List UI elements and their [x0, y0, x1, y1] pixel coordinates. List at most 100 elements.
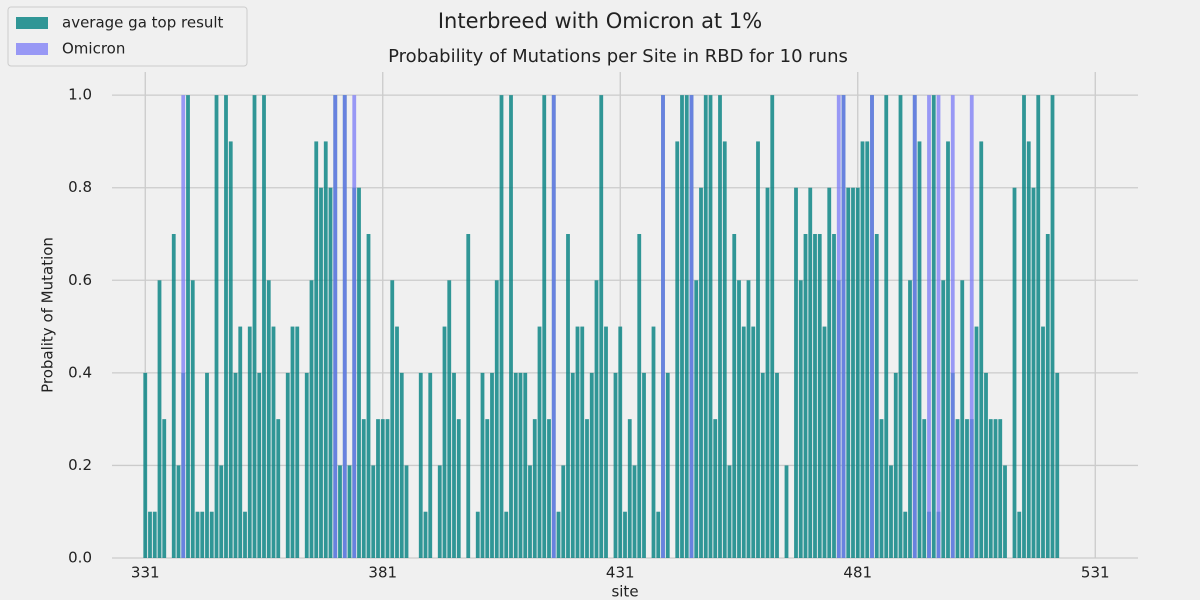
bar — [152, 511, 157, 558]
x-tick-label: 431 — [606, 564, 635, 582]
bar — [181, 95, 186, 559]
bar — [570, 372, 575, 558]
bar — [1055, 372, 1060, 558]
bar — [623, 511, 627, 558]
bar — [513, 372, 518, 558]
bar — [219, 465, 224, 558]
bar — [979, 141, 984, 558]
bar — [988, 419, 993, 558]
bar — [618, 326, 623, 558]
bar — [1017, 511, 1022, 558]
bar — [1041, 326, 1045, 558]
bar — [642, 372, 646, 558]
bar — [893, 372, 898, 558]
bar — [637, 234, 642, 558]
bar — [718, 95, 722, 559]
bar — [760, 372, 765, 558]
bar — [361, 419, 366, 558]
bar — [252, 95, 257, 559]
bar — [741, 326, 746, 558]
bar — [998, 419, 1003, 558]
bar — [827, 187, 832, 558]
bar — [1036, 95, 1041, 559]
bar — [380, 419, 385, 558]
bar — [965, 419, 969, 558]
bar — [509, 95, 513, 559]
bar — [993, 419, 998, 558]
bar — [205, 372, 209, 558]
x-tick-label: 381 — [368, 564, 397, 582]
bar — [632, 465, 637, 558]
y-tick-label: 0.0 — [68, 549, 92, 567]
bar — [941, 280, 946, 558]
bar — [490, 372, 494, 558]
bar — [661, 95, 665, 559]
x-tick-label: 481 — [843, 564, 872, 582]
bar — [955, 419, 960, 558]
bar — [798, 280, 803, 558]
bar — [722, 141, 727, 558]
bar — [870, 95, 874, 559]
bar — [209, 511, 214, 558]
bar — [703, 95, 708, 559]
bar — [1026, 141, 1031, 558]
bar — [860, 141, 865, 558]
bar — [1022, 95, 1026, 559]
bar — [1003, 465, 1007, 558]
bar — [347, 465, 352, 558]
bar — [751, 326, 756, 558]
bar — [271, 326, 276, 558]
bar — [547, 419, 551, 558]
bar — [371, 465, 376, 558]
bar — [494, 280, 499, 558]
bar — [480, 372, 485, 558]
bar — [680, 95, 684, 559]
bar — [447, 280, 452, 558]
bar — [884, 95, 889, 559]
bar — [537, 326, 542, 558]
plot-area: 0.0 0.2 0.4 0.6 0.8 1.0 331 381 431 481 531 — [68, 72, 1138, 582]
bar — [532, 419, 537, 558]
bar — [328, 187, 333, 558]
x-tick-label: 331 — [131, 564, 160, 582]
bar — [561, 465, 566, 558]
bar — [756, 141, 760, 558]
bar — [846, 187, 851, 558]
bar — [874, 234, 879, 558]
bar — [770, 95, 775, 559]
bar — [452, 372, 456, 558]
bar — [732, 234, 737, 558]
bar — [214, 95, 219, 559]
bar — [238, 326, 243, 558]
bar — [746, 280, 751, 558]
bar — [794, 187, 798, 558]
bar — [689, 95, 694, 559]
bar — [523, 372, 528, 558]
x-tick-label: 531 — [1081, 564, 1110, 582]
bar — [228, 141, 233, 558]
bar — [694, 280, 699, 558]
bar — [832, 234, 836, 558]
bar — [917, 141, 922, 558]
bar — [808, 187, 813, 558]
bar — [675, 141, 680, 558]
y-axis-label: Probality of Mutation — [39, 237, 57, 393]
bar — [889, 465, 893, 558]
bar — [285, 372, 290, 558]
bar — [342, 95, 347, 559]
bar — [1050, 95, 1055, 559]
bar — [585, 419, 589, 558]
bar — [1012, 187, 1017, 558]
y-tick-label: 0.6 — [68, 271, 92, 289]
bar — [333, 95, 338, 559]
bar — [960, 280, 965, 558]
bar — [357, 187, 361, 558]
bar — [594, 280, 599, 558]
bar — [542, 95, 547, 559]
bar — [395, 326, 399, 558]
bar — [927, 95, 931, 559]
bar — [162, 419, 167, 558]
y-tick-label: 0.8 — [68, 178, 92, 196]
bar — [946, 141, 950, 558]
bar — [775, 372, 779, 558]
